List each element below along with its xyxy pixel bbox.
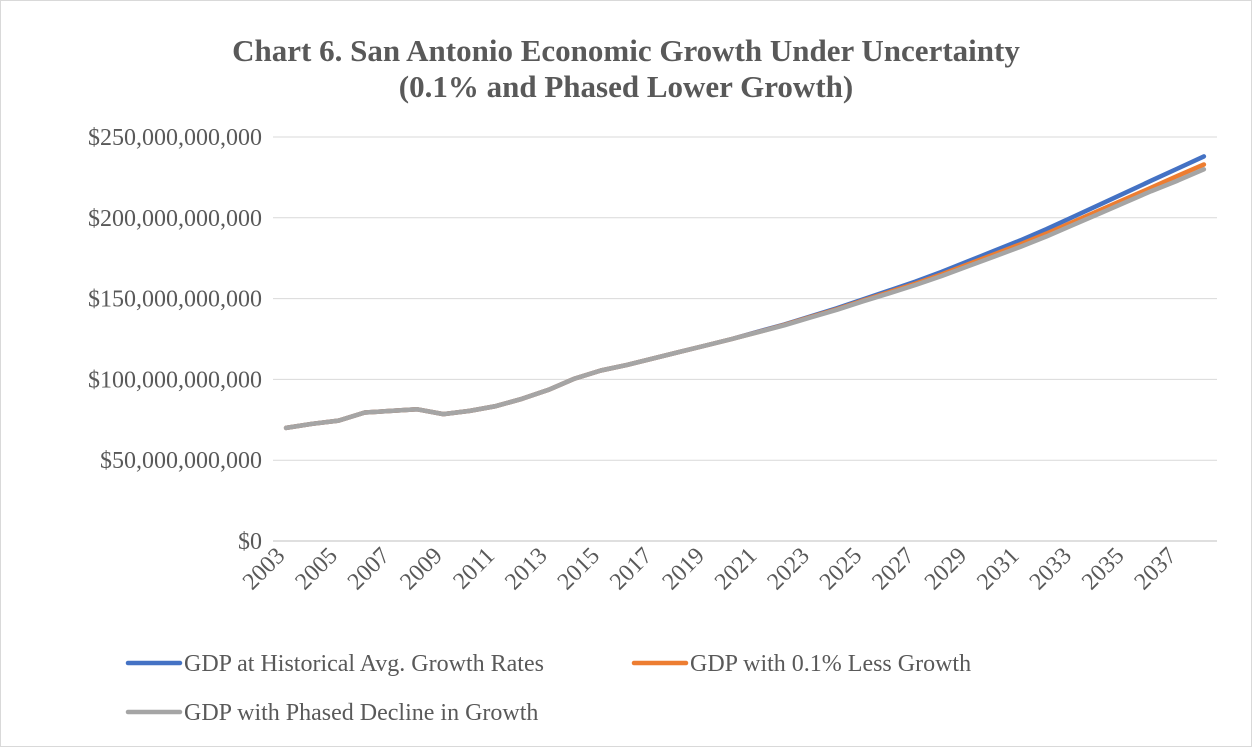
- y-tick-label: $150,000,000,000: [88, 287, 262, 313]
- x-tick-label: 2035: [1077, 543, 1129, 595]
- y-tick-label: $0: [238, 529, 262, 555]
- legend-label-2: GDP with 0.1% Less Growth: [690, 651, 971, 677]
- series-line-1: [283, 154, 1207, 431]
- y-tick-label: $100,000,000,000: [88, 367, 262, 393]
- x-tick-label: 2017: [605, 543, 657, 595]
- x-tick-label: 2009: [395, 543, 447, 595]
- x-tick-label: 2015: [553, 543, 605, 595]
- x-tick-label: 2027: [867, 543, 919, 595]
- series-line-3: [283, 167, 1207, 431]
- y-tick-label: $250,000,000,000: [88, 125, 262, 151]
- x-tick-label: 2021: [710, 543, 762, 595]
- x-tick-label: 2029: [920, 543, 972, 595]
- x-tick-label: 2007: [343, 543, 395, 595]
- chart-subtitle: (0.1% and Phased Lower Growth): [398, 69, 854, 104]
- x-tick-label: 2031: [972, 543, 1024, 595]
- x-tick-label: 2013: [500, 543, 552, 595]
- x-tick-label: 2019: [658, 543, 710, 595]
- x-tick-label: 2005: [290, 543, 342, 595]
- y-tick-label: $200,000,000,000: [88, 206, 262, 232]
- x-tick-label: 2025: [815, 543, 867, 595]
- y-tick-label: $50,000,000,000: [100, 448, 262, 474]
- x-tick-label: 2011: [448, 543, 500, 595]
- chart-title: Chart 6. San Antonio Economic Growth Und…: [232, 33, 1020, 68]
- legend-label-3: GDP with Phased Decline in Growth: [184, 700, 538, 726]
- x-tick-label: 2033: [1025, 543, 1077, 595]
- x-tick-label: 2037: [1130, 543, 1182, 595]
- series-line-2: [283, 162, 1207, 431]
- x-tick-label: 2023: [762, 543, 814, 595]
- legend-label-1: GDP at Historical Avg. Growth Rates: [184, 651, 544, 677]
